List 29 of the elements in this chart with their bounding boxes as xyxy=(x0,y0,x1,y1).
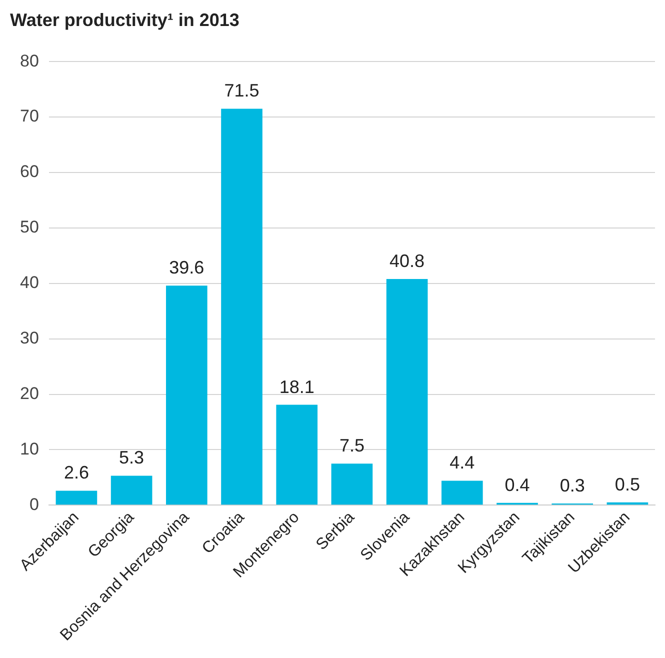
data-label: 7.5 xyxy=(339,436,364,456)
bar xyxy=(166,286,208,505)
bar xyxy=(386,278,428,505)
data-label: 2.6 xyxy=(64,462,89,483)
y-tick-label: 0 xyxy=(29,494,39,514)
data-label: 18.1 xyxy=(279,376,314,397)
data-label: 0.5 xyxy=(614,474,640,494)
bar xyxy=(441,480,483,505)
y-tick-label: 20 xyxy=(20,384,39,403)
data-label: 71.5 xyxy=(224,80,260,101)
y-tick-label: 40 xyxy=(20,273,39,292)
data-label: 0.4 xyxy=(504,474,530,495)
y-tick-label: 50 xyxy=(20,218,39,237)
data-label: 5.3 xyxy=(119,448,144,468)
y-tick-label: 70 xyxy=(20,106,39,126)
bar xyxy=(56,490,98,505)
bar xyxy=(221,108,262,505)
data-label: 0.3 xyxy=(560,475,585,496)
y-tick-label: 10 xyxy=(20,439,39,458)
bar xyxy=(276,404,318,505)
y-tick-label: 30 xyxy=(20,328,39,348)
data-label: 4.4 xyxy=(450,452,475,473)
data-label: 40.8 xyxy=(390,250,425,271)
data-label: 39.6 xyxy=(169,258,204,278)
bar xyxy=(110,476,152,505)
chart-title: Water productivity¹ in 2013 xyxy=(10,10,240,30)
y-tick-label: 60 xyxy=(20,162,39,182)
y-tick-label: 80 xyxy=(20,51,39,70)
bar xyxy=(331,464,373,505)
